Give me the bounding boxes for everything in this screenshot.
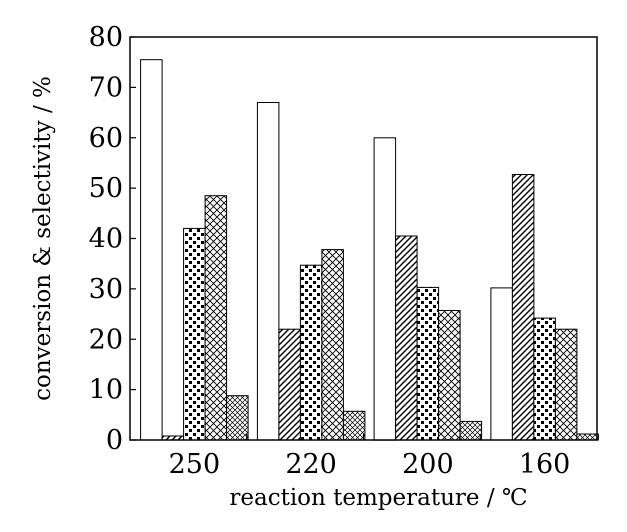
bar-blank-200 [373,137,397,441]
y-tick-label: 20 [89,324,123,355]
bar-fine-crosshatch-250 [226,395,249,441]
bar-blank-250 [140,59,163,441]
bar-checker-dots-250 [183,227,206,441]
bar-crosshatch-200 [438,310,461,441]
bar-blank-160 [490,287,513,441]
x-tick-label: 160 [519,449,571,480]
y-tick-label: 60 [89,123,123,154]
y-tick-label: 0 [106,425,123,456]
x-tick-label: 200 [402,449,454,480]
x-tick-label: 250 [169,449,221,480]
bar-crosshatch-220 [321,249,344,441]
bar-blank-220 [256,102,280,441]
y-axis-ticks: 0 10 20 30 40 50 60 70 80 [89,22,136,456]
y-tick-label: 50 [89,173,123,204]
plot-frame [129,36,598,441]
bars [140,59,599,441]
y-tick-label: 80 [89,22,123,53]
bar-fine-crosshatch-160 [576,433,599,441]
bar-diagonal-hatch-220 [278,328,301,441]
y-tick-label: 30 [89,274,123,305]
y-tick-label: 40 [89,224,123,255]
y-tick-label: 10 [89,375,123,406]
bar-crosshatch-160 [554,328,578,441]
y-axis-title: conversion & selectivity / % [30,76,56,401]
bar-checker-dots-220 [299,264,323,441]
bar-checker-dots-160 [533,317,556,441]
bar-diagonal-hatch-160 [511,174,535,441]
x-axis-ticks: 250 220 200 160 [169,434,571,480]
bar-checker-dots-200 [416,286,440,441]
y-tick-label: 70 [89,72,123,103]
bar-fine-crosshatch-200 [459,420,483,441]
bar-fine-crosshatch-220 [342,410,366,441]
bar-diagonal-hatch-200 [395,235,418,441]
x-axis-title: reaction temperature / ℃ [229,485,527,511]
bar-crosshatch-250 [204,195,228,441]
x-tick-label: 220 [285,449,337,480]
